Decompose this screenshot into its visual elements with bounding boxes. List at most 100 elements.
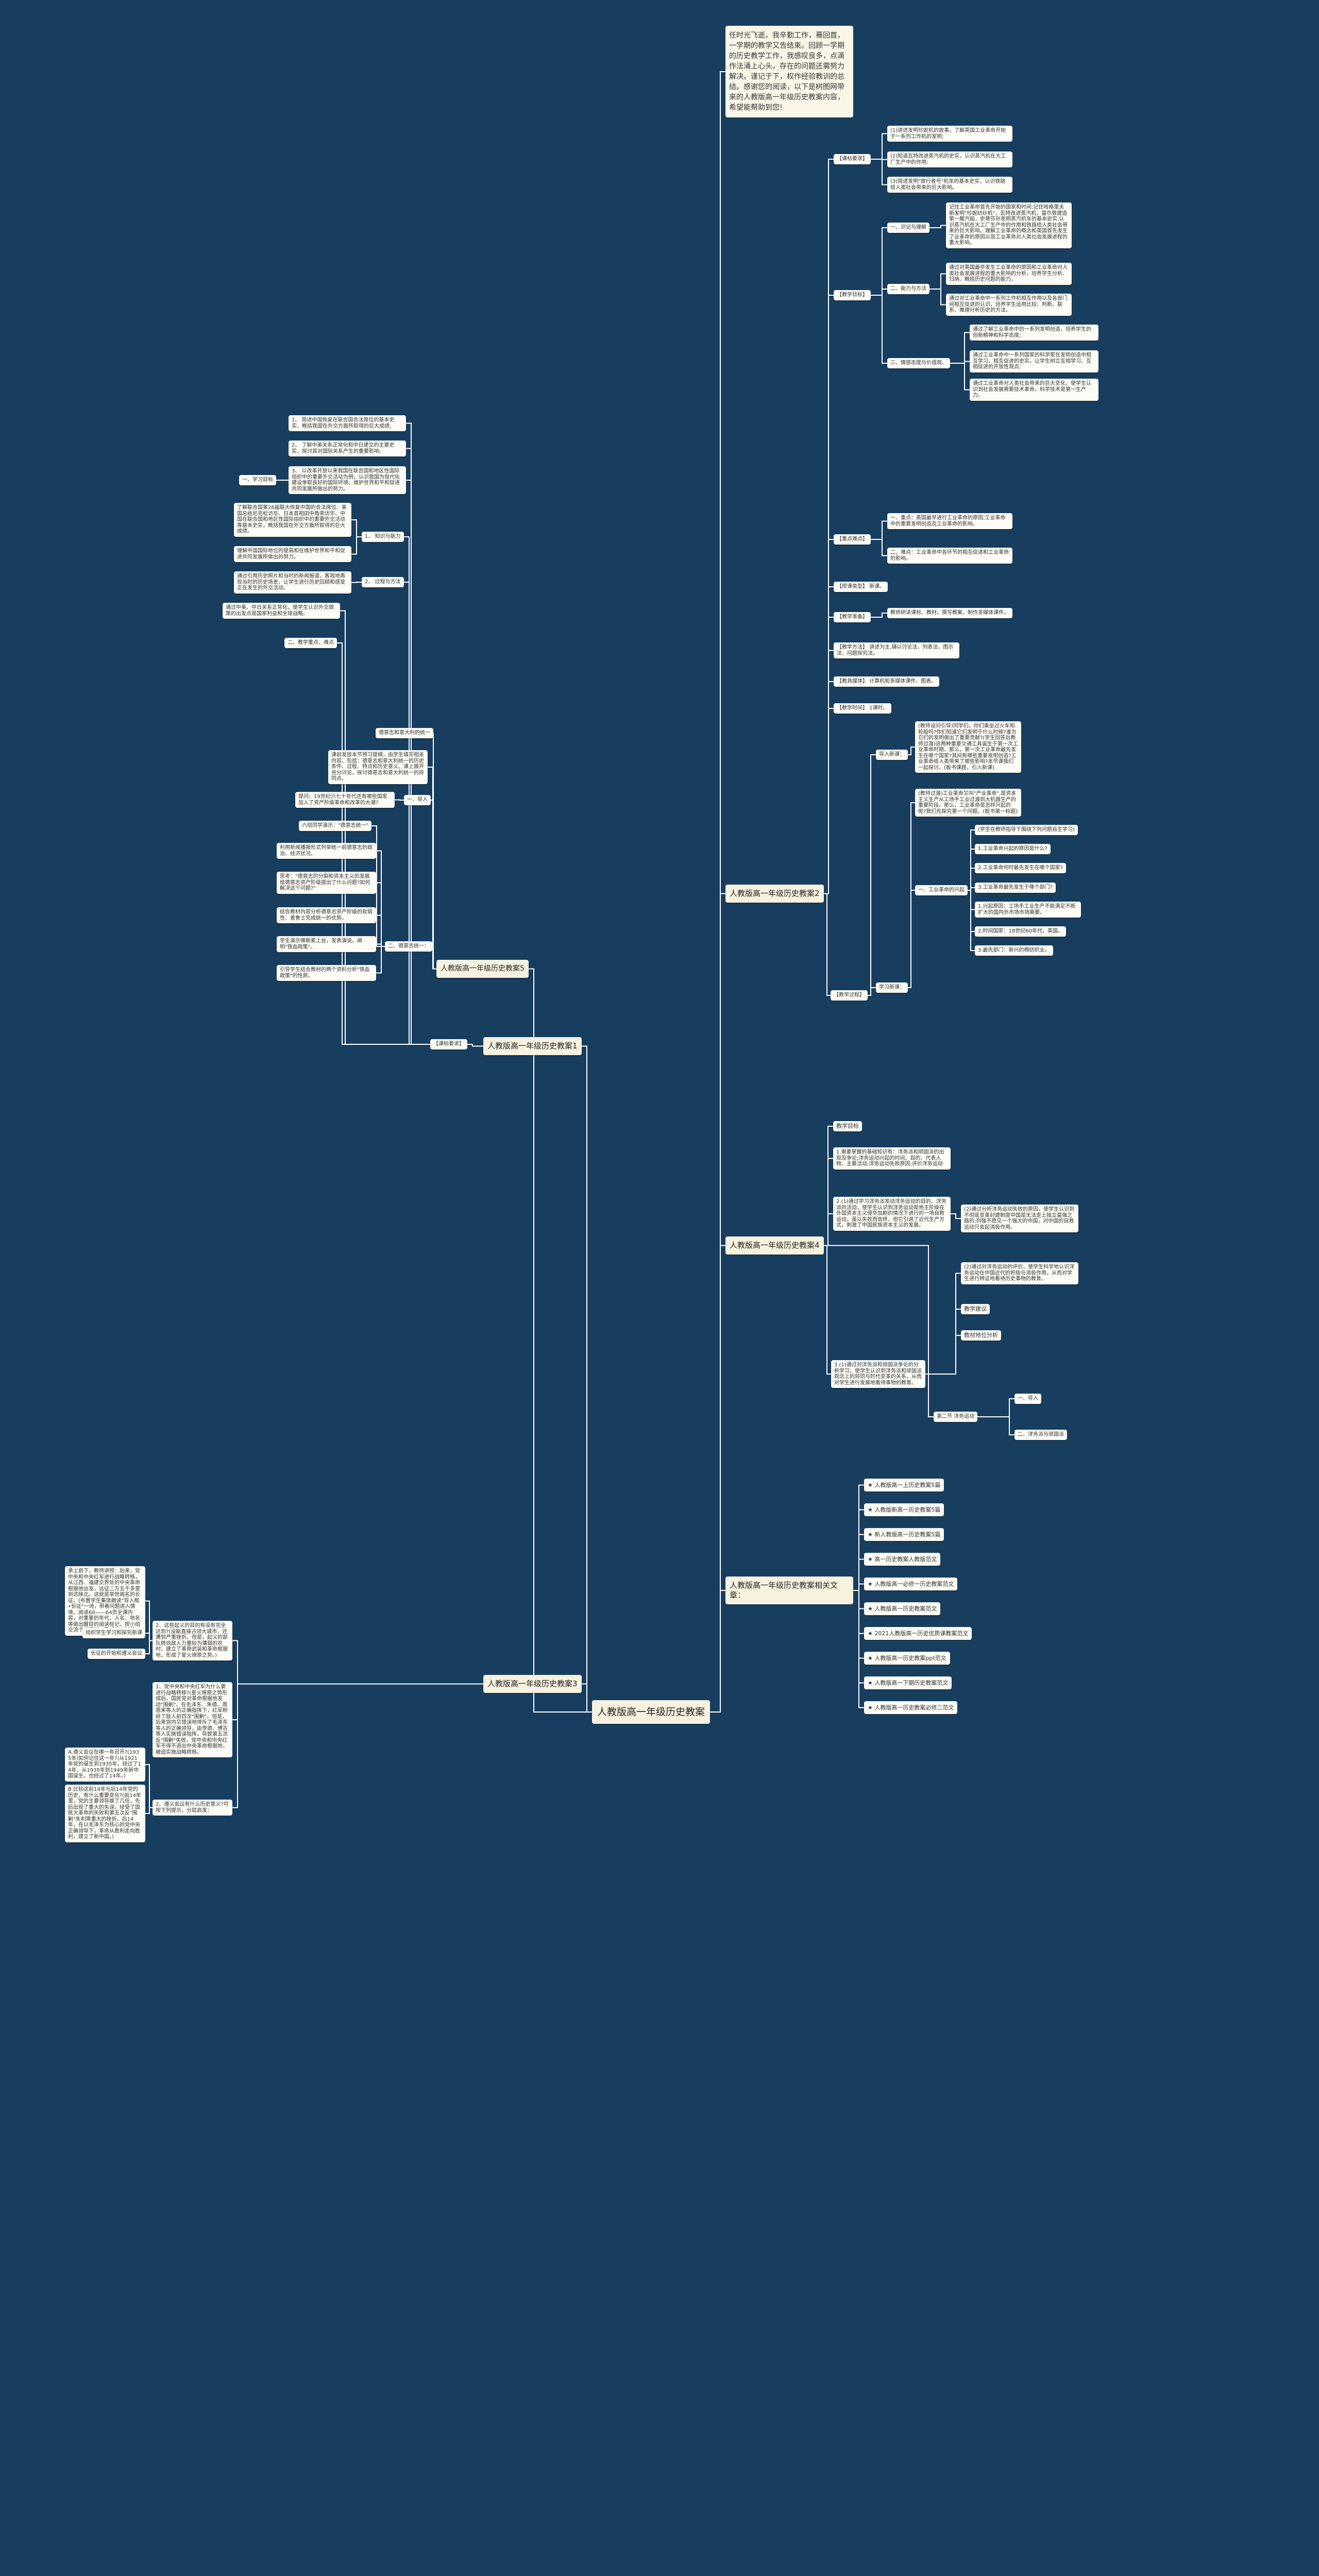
topic-node[interactable]: 一、识记与理解 <box>887 223 929 233</box>
topic-node[interactable]: 3.最先部门：新兴的棉纺织业。 <box>975 945 1053 956</box>
topic-node[interactable]: 利用新闻播报形式列举统一前德意志的政治、经济状况。 <box>277 843 376 859</box>
related-article-link[interactable]: ★ 人教版高一下期历史教案范文 <box>864 1676 952 1689</box>
topic-node[interactable]: 思考："德意志的分裂和资本主义的发展给德意志资产阶级提出了什么问题?如何解决这个… <box>277 872 376 894</box>
topic-node[interactable]: 通过工业革命中一系列国家的科学家在发明创造中相互学习，相互促进的史实，让学生树立… <box>970 350 1098 372</box>
topic-node[interactable]: 记住工业革命首先开始的国家和时间;记住哈格里夫斯发明"珍妮纺纱机"，瓦特改进蒸汽… <box>946 202 1072 248</box>
topic-textbook-analysis[interactable]: 教材地位分析 <box>961 1330 1001 1341</box>
topic-curriculum-requirements[interactable]: 【课标要求】 <box>430 1039 467 1049</box>
topic-node[interactable]: (教师过渡)工业革命又叫"产业革命",是资本主义生产从工场手工业过渡到大机器生产… <box>915 789 1021 817</box>
branch-lesson-plan-2[interactable]: 人教版高一年级历史教案2 <box>725 885 824 903</box>
topic-teaching-goals[interactable]: 【教学目标】 <box>834 290 871 300</box>
topic-node[interactable]: 结合教材内容分析德意志资产阶级的软弱性、普鲁士完成统一的优势。 <box>277 907 376 923</box>
related-article-link[interactable]: ★ 高一历史教案人教版范文 <box>864 1553 941 1566</box>
topic-node[interactable]: 3、 以改革开放以来我国在联合国和地区性国际组织中的重要外交活动为例，认识我国为… <box>289 466 406 494</box>
topic-node[interactable]: 学习新课： <box>876 982 908 993</box>
related-article-link[interactable]: ★ 人教版高一必修一历史教案范文 <box>864 1578 958 1590</box>
topic-node[interactable]: 通过中美、中日关系正常化，使学生认识外交政策的出发点是国家利益和全球战略。 <box>223 603 340 619</box>
topic-node[interactable]: (1)讲述发明珍妮机的故事，了解英国工业革命开始于一系列工作机的发明; <box>887 126 1012 142</box>
topic-node[interactable]: 导入新课： <box>876 750 908 760</box>
topic-node[interactable]: 了解联合国第26届联大恢复中国的合法席位、美国总统尼克松访华、日本首相田中角荣访… <box>234 503 351 537</box>
topic-node[interactable]: 2.工业革命何时最先发生在哪个国家? <box>975 863 1066 873</box>
topic-teaching-goals[interactable]: 教学目标 <box>833 1121 862 1131</box>
topic-teaching-process[interactable]: 【教学过程】 <box>831 990 868 1001</box>
related-article-link[interactable]: ★ 人教版高一历史教案必修二范文 <box>864 1701 958 1714</box>
topic-node[interactable]: 一、导入 <box>404 795 431 805</box>
topic-node[interactable]: 学生演示俾斯麦上台，发表演说，阐明"铁血政策"。 <box>277 936 376 952</box>
topic-node[interactable]: 2.时间国家：18世纪60年代，英国。 <box>975 926 1066 937</box>
topic-node[interactable]: 德意志和意大利的统一 <box>376 728 433 738</box>
topic-teaching-suggestions[interactable]: 教学建议 <box>961 1304 990 1314</box>
branch-lesson-plan-1[interactable]: 人教版高一年级历史教案1 <box>483 1037 582 1055</box>
topic-node[interactable]: 2、 了解中美关系正常化和中日建交的主要史实，探讨其对国际关系产生的重要影响; <box>289 440 406 456</box>
topic-node[interactable]: 一、工业革命的兴起 <box>915 885 968 895</box>
topic-teaching-media[interactable]: 【教具媒体】 计算机和多媒体课件、图表。 <box>834 676 940 687</box>
topic-node[interactable]: 六组同学演示："德意志统一" <box>299 821 372 831</box>
branch-lesson-plan-3[interactable]: 人教版高一年级历史教案3 <box>483 1675 582 1693</box>
topic-node[interactable]: 二、难点：工业革命中各环节的相互促进和工业革命的影响。 <box>887 548 1012 564</box>
topic-node[interactable]: 二、德意志统一： <box>385 941 432 952</box>
topic-node[interactable]: 引导学生结合教材的两个资料分析"铁血政策"的性质。 <box>277 965 376 981</box>
branch-lesson-plan-5[interactable]: 人教版高一年级历史教案5 <box>436 960 529 978</box>
connector-line <box>853 1509 864 1591</box>
related-article-link[interactable]: ★ 2021人教版高一历史优质课教案范文 <box>864 1627 972 1640</box>
topic-node[interactable]: 1.兴起原因：工场手工业生产不能满足不断扩大的国内外市场市场需要。 <box>975 902 1081 918</box>
topic-node[interactable]: (2)通过分析洋务运动失败的原因，使学生认识到不彻底变革封建制度中国是无法走上独… <box>961 1205 1078 1232</box>
topic-node[interactable]: (2)通过对洋务运动的评价，使学生科学地认识洋务运动在中国近代的积极与消极作用，… <box>961 1262 1078 1284</box>
connector-line <box>968 887 975 891</box>
topic-node[interactable]: 2、这些起义的目的有没有完全达到?(没能直接占领大城市，还遭到严重挫折。但是，起… <box>153 1621 232 1660</box>
topic-node[interactable]: 一、学习目标 <box>239 475 276 485</box>
topic-node[interactable]: 3.工业革命最先发生于哪个部门? <box>975 883 1056 893</box>
related-article-link[interactable]: ★ 人教版高一历史教案范文 <box>864 1602 941 1615</box>
connector-line <box>232 1683 483 1808</box>
topic-node[interactable]: 1、党中央和中央红军为什么要进行战略转移?(星火燎原之势形成后，国民党对革命根据… <box>153 1682 232 1757</box>
topic-node[interactable]: 一、重点：英国最早进行工业革命的原因;工业革命中的重要发明创造及工业革命的影响。 <box>887 513 1012 529</box>
branch-related-articles[interactable]: 人教版高一年级历史教案相关文章： <box>725 1577 853 1604</box>
topic-node[interactable]: 1、 知识与能力 <box>362 532 404 542</box>
related-article-link[interactable]: ★ 人教版高一上历史教案5篇 <box>864 1479 944 1492</box>
topic-node[interactable]: 二、教学重点、难点 <box>284 638 337 648</box>
topic-node[interactable]: 2、遵义会议有什么历史意义?可按下列提示，分层启发： <box>153 1800 232 1816</box>
topic-node[interactable]: 2.(1)通过学习洋务派发动洋务运动的目的、洋务派的活动，使学生认识到洋务运动是… <box>833 1197 951 1231</box>
topic-node[interactable]: 二、能力与方法 <box>887 284 929 294</box>
topic-node[interactable]: 1、 简述中国恢复在联合国合法席位的基本史实，概括我国在外交方面所取得的巨大成绩… <box>289 415 406 431</box>
topic-node[interactable]: 1.需要掌握的基础知识有：洋务派和顽固派的出现及争论;洋务运动兴起的时间、目的、… <box>833 1147 951 1170</box>
topic-node[interactable]: (教师设问引导)同学们，你们乘坐过火车和轮船吗?你们知道它们发明于什么时候?谁为… <box>915 721 1021 773</box>
topic-node[interactable]: 3.(1)通过对洋务派和顽固派争论的分析学习，使学生认识到洋务派和顽固派观念上的… <box>831 1360 925 1388</box>
topic-node[interactable]: 提问：19世纪六七十年代还有哪些国家加入了资产阶级革命和改革的大潮? <box>295 792 395 808</box>
topic-node[interactable]: 2、 过程与方法 <box>362 577 404 587</box>
topic-node[interactable]: A.遵义会议在哪一年召开?(1935年)如何记住这一年?(从1921年党的诞生到… <box>65 1748 145 1782</box>
topic-node[interactable]: 通过对英国最早发生工业革命的原因和工业革命对人类社会发展进程的重大影响的分析，培… <box>946 263 1072 285</box>
topic-node[interactable]: 通过了解工业革命中的一系列发明创造，培养学生的创新精神和科学态度; <box>970 325 1098 341</box>
connector-line <box>376 882 385 947</box>
topic-node[interactable]: 长征的开始和遵义会议 <box>88 1649 145 1659</box>
topic-node[interactable]: 通过引用历史照片和当时的新闻报道，客观地再现当时的历史场景，让学生进行历史回顾和… <box>234 571 351 594</box>
topic-node[interactable]: 课前发放本节预习提纲，由学生填写相关内容。包括：德意志和意大利统一的历史条件、过… <box>328 750 428 784</box>
topic-lesson-type[interactable]: 【授课类型】 新课。 <box>834 582 888 592</box>
topic-section-westernization[interactable]: 第二节 洋务运动 <box>934 1412 978 1422</box>
topic-node[interactable]: 教师研读课标、教材，撰写教案，制作多媒体课件。 <box>887 608 1012 618</box>
topic-node[interactable]: B.比较这前14年与后14年党的历史，有什么重要变化?(前14年里，党的主要领导… <box>65 1785 145 1842</box>
topic-node[interactable]: 组织学生学习和探究新课 <box>82 1628 145 1638</box>
intro-text[interactable]: 任时光飞逝，我辛勤工作，蓦回首，一学期的教学又告结束。回顾一学期的历史教学工作，… <box>725 26 853 117</box>
branch-lesson-plan-4[interactable]: 人教版高一年级历史教案4 <box>725 1236 824 1255</box>
topic-curriculum-requirements[interactable]: 【课标要求】 <box>834 154 871 164</box>
related-article-link[interactable]: ★ 新人教版高一历史教案5篇 <box>864 1528 944 1541</box>
topic-node[interactable]: 1.工业革命兴起的原因是什么? <box>975 844 1051 854</box>
topic-key-points[interactable]: 【重点难点】 <box>834 534 871 545</box>
topic-node[interactable]: (3)简述发明"旅行者号"机车的基本史实，认识铁路给人类社会带来的巨大影响。 <box>887 177 1012 193</box>
topic-node[interactable]: (学生在教师指导下围绕下列问题自主学习) <box>975 825 1078 835</box>
topic-node[interactable]: (2)知道瓦特改进蒸汽机的史实，认识蒸汽机在大工厂生产中的作用; <box>887 151 1012 167</box>
topic-node[interactable]: 三、情感态度与价值观、 <box>887 358 950 368</box>
topic-node[interactable]: 承上启下，教师讲授：后来，党中央和中央红军进行战略转移，从江西、福建交界处的中央… <box>65 1566 145 1636</box>
topic-node[interactable]: 理解中国国际地位的提高和在维护世界和平和促进共同发展所做出的努力。 <box>234 546 351 562</box>
root-topic[interactable]: 人教版高一年级历史教案 <box>592 1700 711 1724</box>
topic-node[interactable]: 二、洋务派与顽固派 <box>1014 1430 1067 1440</box>
topic-node[interactable]: 通过对工业革命中一系列工作机相互作用以及各部门间相互促进的认识，培养学生运用比较… <box>946 294 1072 316</box>
related-article-link[interactable]: ★ 人教版高一历史教案ppt范文 <box>864 1652 950 1665</box>
related-article-link[interactable]: ★ 人教版新高一历史教案5篇 <box>864 1503 944 1516</box>
topic-node[interactable]: 通过工业革命对人类社会带来的巨大变化，使学生认识到社会发展需要技术革命，科学技术… <box>970 379 1098 401</box>
topic-preparation[interactable]: 【教学准备】 <box>834 612 871 622</box>
topic-teaching-method[interactable]: 【教学方法】 讲述为主,辅以讨论法、列表法、图示法、问题探究法。 <box>834 642 959 658</box>
topic-teaching-time[interactable]: 【教学时间】 1课时。 <box>834 703 891 714</box>
topic-node[interactable]: 一、导入 <box>1014 1394 1041 1404</box>
